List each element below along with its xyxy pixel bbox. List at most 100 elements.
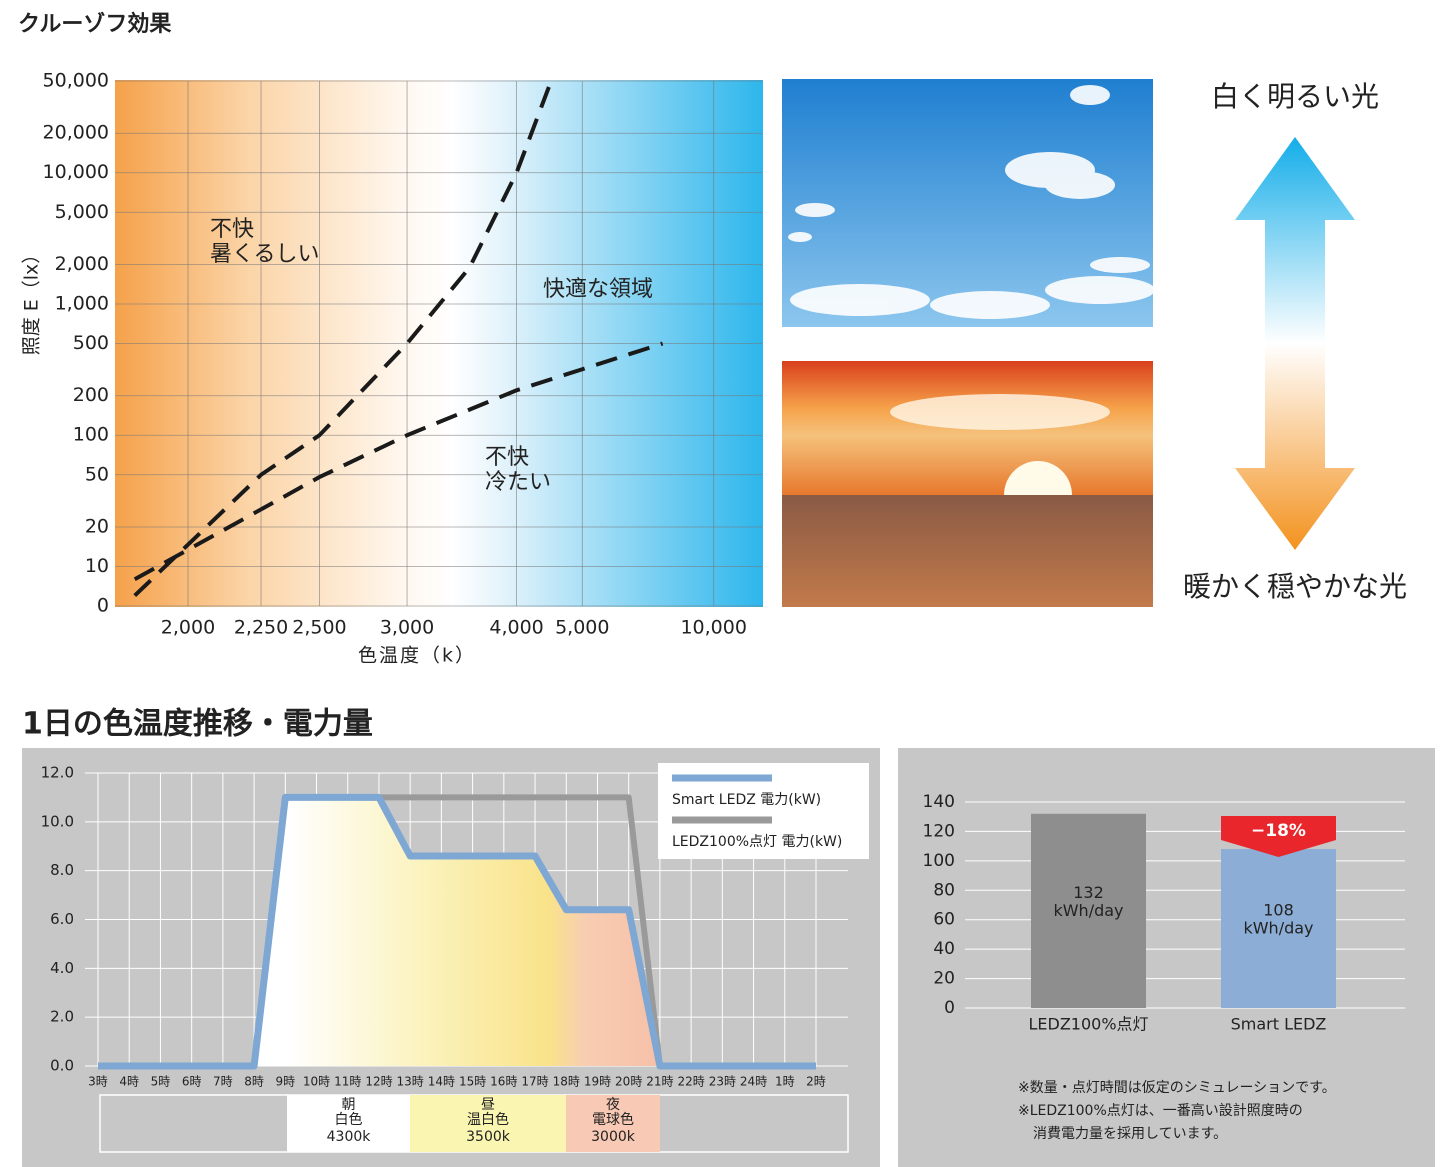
x-tick-label: 20時 [615, 1075, 642, 1089]
y-tick-label: 10 [85, 555, 109, 577]
x-tick-label: 12時 [365, 1075, 392, 1089]
value-label: 132 kWh/day [1053, 882, 1123, 919]
x-axis-label: 色温度（k） [358, 645, 476, 667]
y-tick-label: 120 [923, 821, 955, 841]
y-tick-label: 100 [73, 424, 109, 446]
legend-label: Smart LEDZ 電力(kW) [672, 792, 821, 808]
note: 消費電力量を採用しています。 [1033, 1126, 1227, 1142]
x-tick-label: 3,000 [380, 617, 434, 639]
panel [898, 748, 1435, 1167]
region-label-line: 不快 [210, 217, 254, 242]
x-tick-label: 22時 [677, 1075, 704, 1089]
x-tick-label: 5時 [151, 1075, 171, 1089]
x-tick-label: LEDZ100%点灯 [1028, 1015, 1148, 1034]
x-tick-label: 6時 [182, 1075, 202, 1089]
x-tick-label: 11時 [334, 1075, 361, 1089]
table-text: 温白色 [467, 1111, 509, 1128]
y-tick-label: 10.0 [41, 812, 74, 830]
y-tick-label: 6.0 [50, 910, 74, 928]
region-label-line: 快適な領域 [543, 277, 653, 302]
table-cell [287, 1095, 410, 1152]
sunset-photo [782, 361, 1153, 607]
x-tick-label: 4,000 [489, 617, 543, 639]
x-tick-label: 5,000 [555, 617, 609, 639]
region-label-line: 暑くるしい [210, 242, 320, 267]
y-tick-label: 20 [933, 969, 955, 989]
table-text: 夜 [606, 1097, 620, 1113]
y-tick-label: 0 [97, 595, 109, 617]
y-tick-label: 4.0 [50, 959, 74, 977]
y-tick-label: 2.0 [50, 1008, 74, 1026]
y-tick-label: 100 [923, 851, 955, 871]
x-tick-label: 19時 [584, 1075, 611, 1089]
y-tick-label: 50 [85, 463, 109, 485]
table-text: 朝 [342, 1097, 356, 1113]
x-tick-label: 23時 [709, 1075, 736, 1089]
x-tick-label: 3時 [88, 1075, 108, 1089]
value-label-line: 108 [1263, 900, 1294, 919]
arrow [1235, 137, 1355, 550]
x-tick-label: 2,000 [161, 617, 215, 639]
x-tick-label: 18時 [553, 1075, 580, 1089]
value-label: 108 kWh/day [1243, 900, 1313, 937]
region-label: 不快冷たい [485, 445, 551, 495]
x-tick-label: 9時 [275, 1075, 295, 1089]
y-tick-label: 12.0 [41, 764, 74, 782]
y-tick-label: 20 [85, 515, 109, 537]
badge-label: −18% [1251, 821, 1306, 841]
note: ※数量・点灯時間は仮定のシミュレーションです。 [1018, 1080, 1336, 1096]
x-tick-label: 1時 [775, 1075, 795, 1089]
y-tick-label: 5,000 [55, 201, 109, 223]
y-tick-label: 0.0 [50, 1057, 74, 1075]
line [98, 793, 816, 1070]
region-label-line: 不快 [485, 445, 529, 470]
x-tick-label: 14時 [428, 1075, 455, 1089]
y-tick-label: 40 [933, 939, 955, 959]
y-tick-label: 20,000 [43, 122, 109, 144]
dashed-line [133, 83, 552, 598]
x-tick-label: 2,250 [234, 617, 288, 639]
x-tick-label: 2時 [806, 1075, 826, 1089]
table-cell [410, 1095, 566, 1152]
bar [1031, 813, 1146, 1008]
y-tick-label: 200 [73, 384, 109, 406]
region-label: 不快暑くるしい [210, 217, 320, 267]
y-tick-label: 500 [73, 332, 109, 354]
sky-photo [782, 79, 1155, 327]
y-tick-label: 10,000 [43, 161, 109, 183]
top-label: 白く明るい光 [1211, 80, 1379, 113]
y-tick-label: 2,000 [55, 253, 109, 275]
x-tick-label: 10,000 [680, 617, 746, 639]
y-tick-label: 60 [933, 910, 955, 930]
region-label-line: 冷たい [485, 470, 551, 495]
region-label: 快適な領域 [543, 277, 653, 302]
bottom-label: 暖かく穏やかな光 [1183, 570, 1407, 603]
y-axis-label: 照度 E（lx） [21, 245, 43, 356]
x-tick-label: 16時 [490, 1075, 517, 1089]
y-tick-label: 50,000 [43, 70, 109, 92]
badge [1221, 816, 1336, 857]
y-tick-label: 8.0 [50, 861, 74, 879]
value-label-line: 132 [1073, 882, 1104, 901]
y-tick-label: 1,000 [55, 292, 109, 314]
x-tick-label: 10時 [303, 1075, 330, 1089]
value-label-line: kWh/day [1243, 918, 1313, 937]
table-text: 白色 [335, 1111, 363, 1128]
x-tick-label: 21時 [646, 1075, 673, 1089]
y-tick-label: 140 [923, 792, 955, 812]
x-tick-label: 7時 [213, 1075, 233, 1089]
y-tick-label: 0 [944, 998, 955, 1018]
x-tick-label: 17時 [521, 1075, 548, 1089]
legend-label: LEDZ100%点灯 電力(kW) [672, 834, 842, 850]
heading: クルーゾフ効果 [18, 11, 171, 37]
y-tick-label: 80 [933, 880, 955, 900]
value-label-line: kWh/day [1053, 900, 1123, 919]
bar [1221, 849, 1336, 1008]
x-tick-label: Smart LEDZ [1231, 1015, 1327, 1034]
note: ※LEDZ100%点灯は、一番高い設計照度時の [1018, 1102, 1303, 1119]
table-text: 3000k [591, 1129, 636, 1145]
section-title: 1日の色温度推移・電力量 [22, 707, 373, 742]
x-tick-label: 4時 [119, 1075, 139, 1089]
x-tick-label: 24時 [740, 1075, 767, 1089]
